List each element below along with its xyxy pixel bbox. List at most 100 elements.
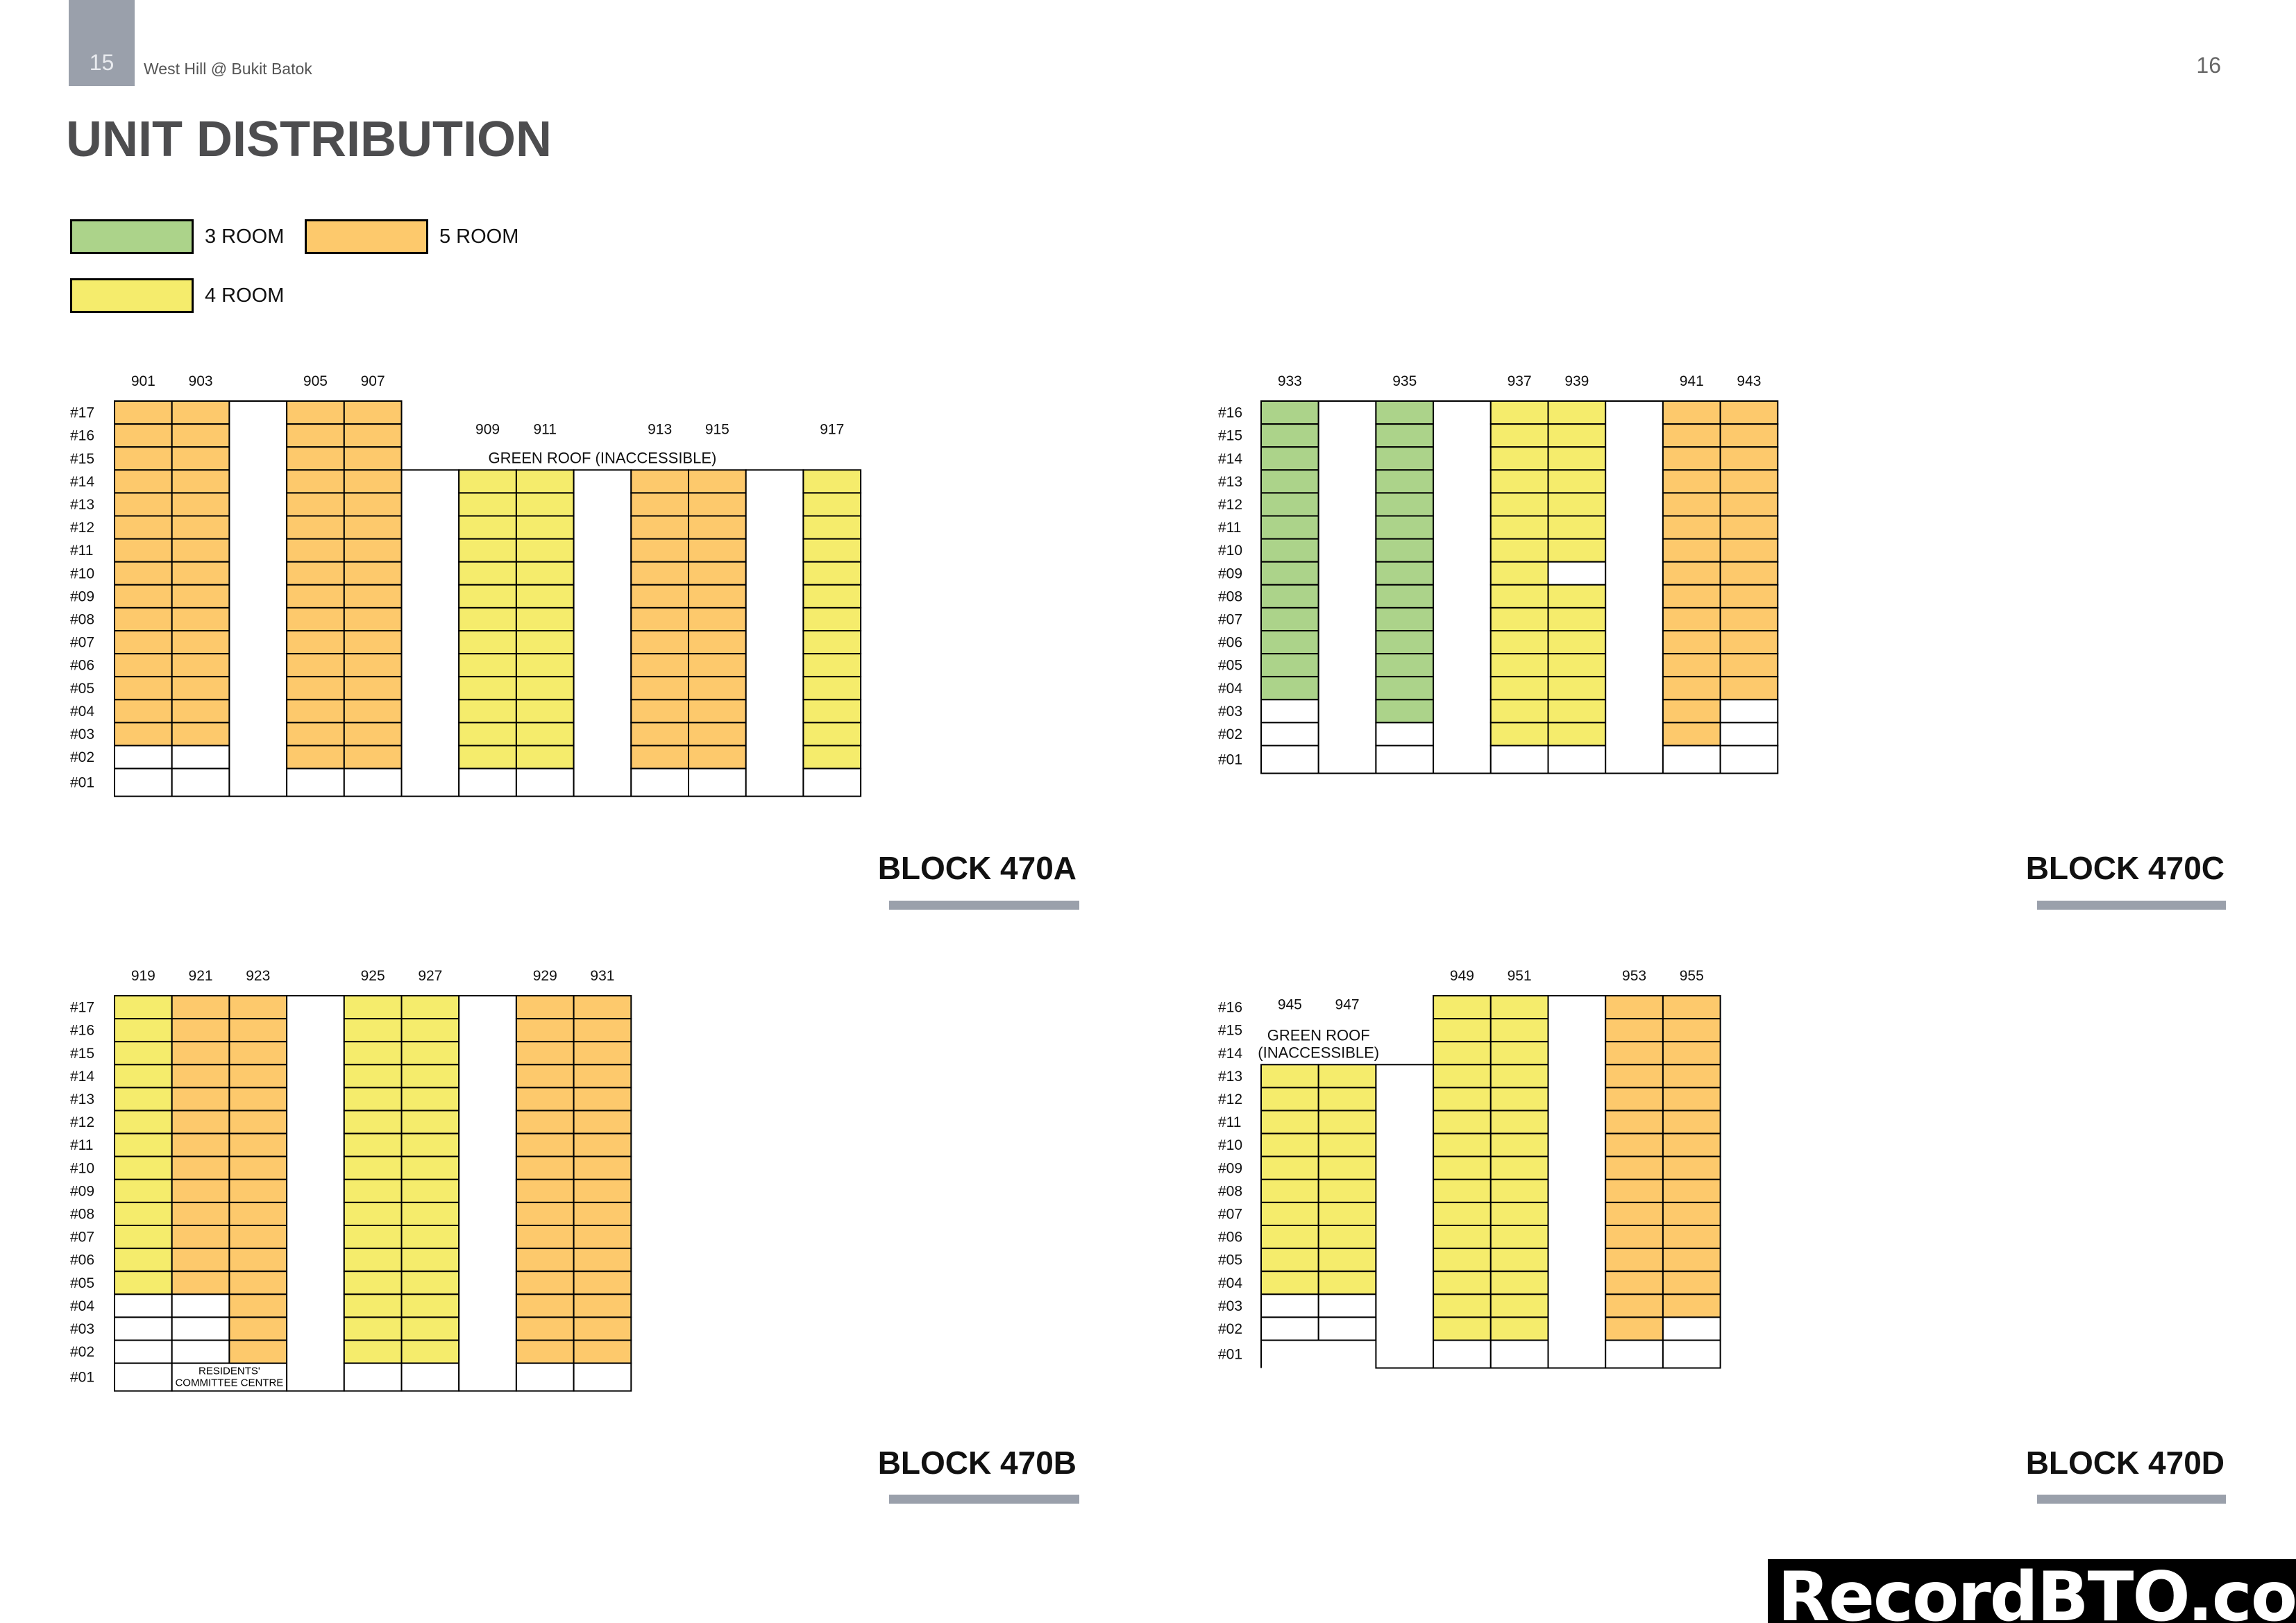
floor-label: #14 [70, 474, 94, 490]
unit-cell-5-room [228, 1110, 288, 1135]
unit-cell-4-room [1547, 492, 1607, 517]
block-title-470a: BLOCK 470A [877, 850, 1077, 886]
floor-label: #04 [1218, 681, 1242, 697]
floor-label: #09 [1218, 566, 1242, 581]
unit-cell-5-room [630, 630, 689, 655]
block-underline-470b [889, 1495, 1079, 1504]
unit-cell-5-room [1605, 1248, 1664, 1273]
unit-cell-5-room [228, 1271, 288, 1295]
unit-cell-4-room [114, 1064, 173, 1089]
unit-cell-4-room [1547, 423, 1607, 448]
floor-label: #17 [70, 405, 94, 421]
unit-cell-4-room [1489, 722, 1549, 747]
floor-label: #08 [70, 611, 94, 627]
unit-cell-5-room [343, 538, 403, 563]
floor-label: #13 [1218, 474, 1242, 490]
unit-cell-empty [1489, 1339, 1549, 1369]
unit-cell-5-room [286, 584, 345, 609]
unit-cell-4-room [1433, 1201, 1492, 1227]
unit-cell-5-room [1662, 630, 1721, 655]
unit-cell-4-room [1433, 1132, 1492, 1157]
floor-label: #14 [1218, 451, 1242, 467]
unit-cell-5-room [228, 1225, 288, 1250]
unit-cell-5-room [228, 1018, 288, 1043]
unit-cell-4-room [1547, 676, 1607, 701]
floor-label: #09 [70, 588, 94, 604]
unit-cell-empty [1662, 1316, 1721, 1341]
unit-cell-5-room [114, 400, 173, 425]
unit-cell-5-room [1719, 446, 1779, 471]
page-number-left: 15 [89, 50, 115, 75]
unit-cell-4-room [400, 1248, 460, 1273]
unit-cell-5-room [630, 561, 689, 586]
unit-cell-4-room [400, 1316, 460, 1341]
unit-cell-4-room [1489, 606, 1549, 632]
unit-cell-4-room [1433, 1178, 1492, 1203]
unit-cell-5-room [1662, 1132, 1721, 1157]
facility-label: RESIDENTS' [199, 1366, 260, 1377]
unit-cell-5-room [343, 653, 403, 678]
unit-cell-4-room [1260, 1178, 1319, 1203]
floor-label: #12 [1218, 497, 1242, 513]
unit-cell-5-room [114, 423, 173, 448]
floor-label: #13 [1218, 1069, 1242, 1085]
unit-cell-empty [114, 1362, 173, 1392]
floor-label: #04 [70, 1298, 94, 1314]
unit-cell-4-room [1547, 722, 1607, 747]
unit-number-label: 917 [820, 421, 844, 437]
unit-cell-3-room [1375, 561, 1435, 586]
unit-cell-3-room [1260, 515, 1319, 540]
unit-cell-4-room [1489, 538, 1549, 563]
unit-cell-4-room [1433, 1064, 1492, 1089]
unit-cell-4-room [1433, 1155, 1492, 1180]
unit-cell-4-room [515, 469, 575, 494]
unit-cell-4-room [114, 1201, 173, 1227]
watermark-logo: RecordBTO.com [1768, 1559, 2296, 1623]
unit-cell-5-room [515, 1339, 575, 1364]
unit-cell-empty [515, 1362, 575, 1392]
unit-cell-4-room [515, 699, 575, 724]
unit-cell-5-room [1662, 606, 1721, 632]
unit-cell-5-room [114, 699, 173, 724]
unit-cell-4-room [1489, 1316, 1549, 1341]
unit-cell-5-room [688, 469, 747, 494]
floor-label: #16 [1218, 1000, 1242, 1016]
unit-cell-4-room [802, 653, 862, 678]
unit-cell-3-room [1375, 630, 1435, 655]
floor-label: #12 [70, 1114, 94, 1130]
unit-cell-5-room [228, 1316, 288, 1341]
unit-cell-5-room [286, 699, 345, 724]
unit-cell-empty [114, 745, 173, 770]
unit-cell-5-room [343, 584, 403, 609]
unit-cell-4-room [1433, 1316, 1492, 1341]
unit-cell-4-room [1317, 1132, 1377, 1157]
unit-cell-5-room [1662, 653, 1721, 678]
unit-cell-5-room [1662, 1064, 1721, 1089]
unit-cell-4-room [515, 653, 575, 678]
unit-cell-4-room [400, 1110, 460, 1135]
unit-cell-empty [400, 1362, 460, 1392]
unit-cell-4-room [1260, 1087, 1319, 1112]
unit-cell-4-room [1433, 1087, 1492, 1112]
unit-cell-5-room [1719, 400, 1779, 425]
unit-cell-4-room [1317, 1087, 1377, 1112]
unit-cell-5-room [688, 653, 747, 678]
unit-cell-4-room [1260, 1248, 1319, 1273]
floor-label: #02 [70, 1344, 94, 1360]
unit-cell-4-room [458, 515, 517, 540]
page-number-right: 16 [2196, 53, 2221, 78]
unit-cell-5-room [1662, 584, 1721, 609]
unit-number-label: 939 [1564, 373, 1589, 389]
floor-label: #09 [1218, 1160, 1242, 1176]
unit-cell-5-room [286, 515, 345, 540]
unit-cell-5-room [228, 1041, 288, 1066]
legend-label-3-room: 3 ROOM [205, 226, 285, 248]
unit-cell-5-room [1605, 1293, 1664, 1318]
unit-cell-5-room [114, 676, 173, 701]
unit-cell-4-room [400, 1155, 460, 1180]
unit-cell-5-room [171, 699, 230, 724]
unit-cell-4-room [1489, 400, 1549, 425]
unit-cell-5-room [688, 561, 747, 586]
block-title-470c: BLOCK 470C [2025, 850, 2225, 886]
unit-cell-5-room [1662, 515, 1721, 540]
